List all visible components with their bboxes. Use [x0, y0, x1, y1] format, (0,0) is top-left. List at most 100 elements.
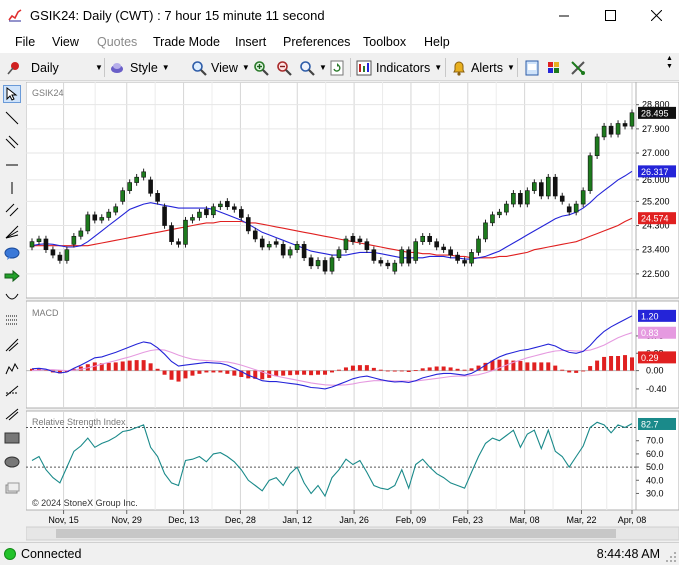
chart-settings-button[interactable] — [524, 58, 540, 77]
arrow-tool[interactable] — [3, 267, 21, 285]
line-tool[interactable] — [3, 109, 21, 127]
candle — [483, 222, 488, 240]
horizontal-line-icon — [6, 164, 18, 166]
interval-dropdown[interactable]: Daily ▼ — [31, 58, 103, 77]
candle — [539, 182, 544, 197]
maximize-button[interactable] — [587, 0, 633, 31]
macd-histogram-bar — [343, 367, 348, 371]
macd-histogram-bar — [218, 370, 223, 373]
channel-tool[interactable] — [3, 133, 21, 151]
rectangle-tool[interactable] — [3, 429, 21, 447]
candle — [113, 206, 119, 213]
indicators-button[interactable]: Indicators ▼ — [356, 58, 442, 77]
chevron-up-icon: ▲ — [666, 55, 673, 62]
macd-histogram-bar — [399, 370, 404, 372]
candle — [134, 176, 139, 183]
resize-grip-icon[interactable] — [665, 551, 677, 563]
menu-help[interactable]: Help — [424, 35, 450, 49]
candle — [385, 262, 391, 267]
macd-histogram-bar — [281, 370, 286, 376]
chart-pane-1 — [26, 300, 637, 409]
macd-histogram-bar — [64, 370, 69, 372]
macd-histogram-bar — [30, 368, 34, 371]
toolbar-separator — [350, 58, 351, 77]
candle — [266, 244, 272, 248]
alerts-button[interactable]: Alerts ▼ — [451, 58, 515, 77]
menu-toolbox[interactable]: Toolbox — [363, 35, 407, 49]
alerts-label: Alerts — [471, 60, 503, 75]
macd-histogram-bar — [378, 369, 383, 371]
tools-icon — [571, 60, 585, 75]
arc-tool[interactable] — [3, 288, 21, 306]
time-tick-label: Dec, 28 — [225, 515, 256, 525]
menu-quotes[interactable]: Quotes — [97, 35, 138, 49]
candle — [36, 238, 42, 242]
fibonacci-tool[interactable] — [3, 312, 21, 330]
candle — [71, 235, 77, 245]
pointer-tool[interactable] — [3, 85, 21, 103]
time-tick-label: Nov, 15 — [48, 515, 78, 525]
candle — [504, 203, 509, 213]
window-title: GSIK24: Daily (CWT) : 7 hour 15 minute 1… — [30, 8, 325, 23]
candle — [232, 206, 237, 210]
macd-histogram-bar — [106, 362, 111, 371]
tools-button[interactable] — [570, 58, 586, 77]
menu-view[interactable]: View — [52, 35, 79, 49]
horizontal-line-tool[interactable] — [3, 156, 21, 174]
refresh-button[interactable] — [329, 58, 345, 77]
trendline-tool[interactable] — [3, 405, 21, 423]
copyright-text: © 2024 StoneX Group Inc. — [32, 498, 138, 508]
close-button[interactable] — [633, 0, 679, 31]
menu-insert[interactable]: Insert — [235, 35, 267, 49]
style-button[interactable]: Style ▼ — [109, 58, 170, 77]
candle — [155, 193, 160, 202]
signal-value-tag: 0.83 — [641, 328, 659, 338]
color-scheme-button[interactable] — [547, 58, 563, 77]
macd-histogram-bar — [448, 367, 453, 371]
toolbar-overflow-button[interactable]: ▲ ▼ — [666, 55, 673, 77]
ellipse-tool[interactable] — [3, 453, 21, 471]
price-axis-label: 24.300 — [642, 221, 670, 231]
candle — [343, 238, 349, 251]
price-axis-label: 23.400 — [642, 245, 670, 255]
zoom-out-button[interactable] — [276, 58, 292, 77]
minimize-button[interactable] — [541, 0, 587, 31]
pitchfork-tool[interactable] — [3, 336, 21, 354]
price-axis-label: 28.800 — [642, 100, 670, 110]
cycle-tool[interactable] — [3, 359, 21, 377]
view-button[interactable]: View ▼ — [191, 58, 250, 77]
vertical-line-tool[interactable] — [3, 179, 21, 197]
macd-histogram-bar — [518, 361, 523, 371]
candle — [148, 179, 153, 194]
gann-fan-tool[interactable] — [3, 223, 21, 241]
regression-tool[interactable] — [3, 382, 21, 400]
last-price-tag: 28.495 — [641, 108, 669, 118]
candle — [322, 260, 328, 272]
menu-file[interactable]: File — [15, 35, 36, 49]
zoom-icon — [300, 60, 315, 76]
rsi-line — [31, 421, 633, 498]
macd-histogram-bar — [476, 365, 481, 371]
zoom-options-button[interactable]: ▼ — [299, 58, 327, 77]
pin-button[interactable] — [6, 58, 22, 77]
macd-axis-label: -0.40 — [646, 384, 667, 394]
macd-histogram-bar — [406, 370, 411, 372]
parallel-lines-tool[interactable] — [3, 201, 21, 219]
candle — [287, 249, 293, 256]
rsi-label: Relative Strength Index — [32, 417, 126, 427]
candle — [594, 136, 600, 157]
candle — [64, 249, 70, 261]
speech-bubble-tool[interactable] — [3, 245, 21, 263]
candle — [259, 238, 265, 248]
candle — [580, 190, 586, 205]
menu-trade-mode[interactable]: Trade Mode — [153, 35, 220, 49]
rsi-axis-label: 60.0 — [646, 449, 664, 459]
menu-preferences[interactable]: Preferences — [283, 35, 351, 49]
eraser-tool[interactable] — [3, 479, 21, 497]
chart-area[interactable]: Nov, 15 Nov, 29 Dec, 13 Dec, 28 Jan, 12 Jan, … — [26, 82, 679, 542]
scrollbar-thumb[interactable] — [56, 529, 616, 538]
macd-histogram-bar — [511, 360, 516, 371]
candle — [573, 203, 579, 213]
zoom-in-button[interactable] — [253, 58, 269, 77]
candle — [608, 125, 614, 135]
